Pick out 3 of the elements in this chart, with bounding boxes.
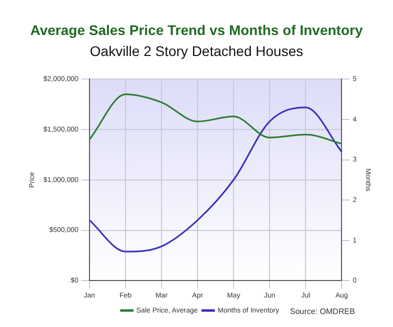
chart-title: Average Sales Price Trend vs Months of Inventory (29, 22, 364, 38)
chart-subtitle: Oakville 2 Story Detached Houses (88, 43, 304, 59)
source-note: Source: OMDREB (290, 307, 355, 316)
